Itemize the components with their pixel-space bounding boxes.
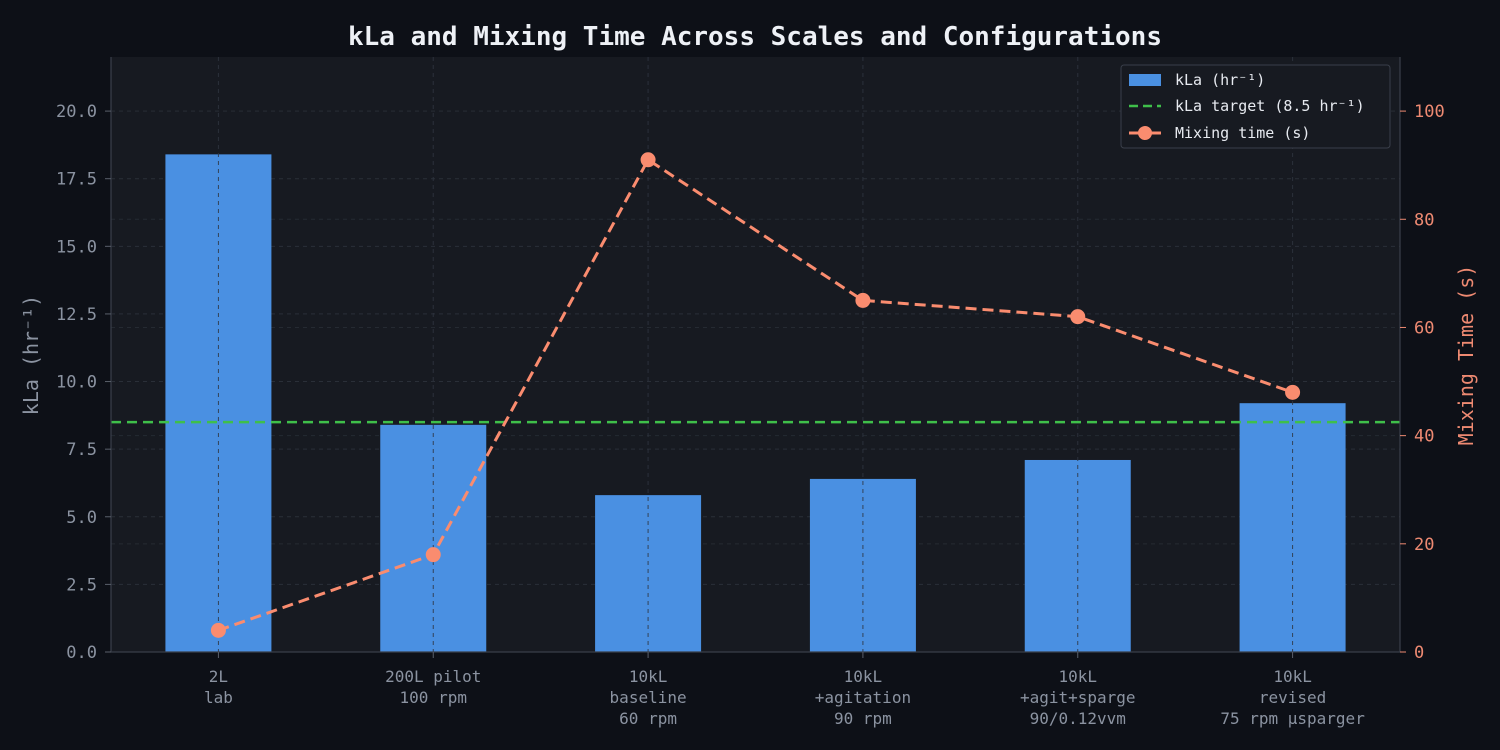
y-axis-right-label: Mixing Time (s) — [1454, 265, 1478, 446]
left-tick-label: 5.0 — [66, 508, 97, 528]
category-label: 2L lab — [204, 667, 233, 707]
right-axis-ticks: 0 20 40 60 80 100 — [1400, 102, 1445, 663]
category-label: 10kL +agit+sparge 90/0.12vvm — [1020, 667, 1136, 728]
axes — [110, 57, 1401, 653]
mixing-time-polyline — [217, 158, 1294, 632]
left-tick-label: 17.5 — [56, 170, 97, 190]
chart-title: kLa and Mixing Time Across Scales and Co… — [348, 22, 1162, 52]
category-label: 200L pilot 100 rpm — [385, 667, 481, 707]
left-tick-label: 15.0 — [56, 237, 97, 257]
legend-line-marker — [1138, 126, 1152, 140]
right-tick-label: 80 — [1414, 210, 1434, 230]
left-tick-label: 2.5 — [66, 575, 97, 595]
legend-box — [1120, 64, 1391, 149]
left-tick-label: 10.0 — [56, 373, 97, 393]
legend-label-target: kLa target (8.5 hr⁻¹) — [1175, 97, 1365, 115]
y-axis-left-label: kLa (hr⁻¹) — [19, 295, 43, 415]
left-tick-label: 12.5 — [56, 305, 97, 325]
mixing-time-point — [210, 622, 226, 638]
right-tick-label: 20 — [1414, 535, 1434, 555]
legend: kLa (hr⁻¹) kLa target (8.5 hr⁻¹) Mixing … — [1120, 64, 1391, 149]
category-label: 10kL +agitation 90 rpm — [815, 667, 911, 728]
left-tick-label: 0.0 — [66, 643, 97, 663]
legend-label-kla: kLa (hr⁻¹) — [1175, 71, 1265, 89]
mixing-time-point — [1070, 309, 1086, 325]
right-tick-label: 100 — [1414, 102, 1445, 122]
category-labels: 2L lab 200L pilot 100 rpm 10kL baseline 60 rpm… — [204, 652, 1365, 728]
legend-bar-swatch — [1129, 74, 1161, 86]
mixing-time-point — [425, 547, 441, 563]
category-label: 10kL revised 75 rpm µsparger — [1220, 667, 1365, 728]
right-tick-label: 40 — [1414, 427, 1434, 447]
category-label: 10kL baseline 60 rpm — [610, 667, 687, 728]
legend-label-mixing: Mixing time (s) — [1175, 124, 1310, 142]
right-tick-label: 0 — [1414, 643, 1424, 663]
left-tick-label: 7.5 — [66, 440, 97, 460]
bar-kla — [1239, 403, 1346, 652]
left-axis-ticks: 0.0 2.5 5.0 7.5 10.0 12.5 15.0 17.5 20.0 — [56, 102, 111, 663]
right-tick-label: 60 — [1414, 318, 1434, 338]
left-tick-label: 20.0 — [56, 102, 97, 122]
mixing-time-line — [210, 152, 1301, 638]
mixing-time-point — [855, 292, 871, 308]
mixing-time-point — [1285, 384, 1301, 400]
mixing-time-point — [640, 152, 656, 168]
